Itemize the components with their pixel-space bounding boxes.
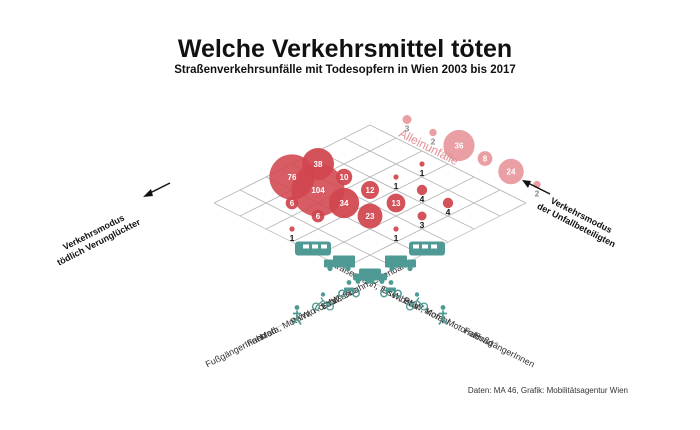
bubble-mark	[419, 161, 425, 167]
bubble-value-label: 38	[314, 160, 323, 169]
single-accident-value-label: 2	[431, 137, 436, 147]
right-axis-title: Verkehrsmodus der Unfallbeteiligten	[536, 196, 618, 250]
single-accident-value-label: 2	[535, 189, 540, 199]
bubble-value-label: 3	[420, 220, 425, 230]
single-accident-bubble	[498, 158, 524, 185]
bubble-value-label: 1	[290, 233, 295, 243]
bubble-value-label: 34	[340, 199, 349, 208]
chart-title: Welche Verkehrsmittel töten	[178, 35, 512, 63]
single-accident-value-label: 24	[507, 168, 516, 177]
left-arrow-icon	[143, 182, 171, 197]
source-note: Daten: MA 46, Grafik: Mobilitätsagentur …	[468, 386, 628, 395]
victim-mode-label: FußgängerInnen	[204, 330, 268, 369]
single-accident-value-label: 8	[483, 155, 488, 164]
bubble-mark	[417, 211, 427, 221]
grid	[213, 124, 527, 345]
bubble-value-label: 6	[290, 199, 295, 208]
bubble-value-label: 104	[311, 186, 325, 195]
single-accident-value-label: 3	[405, 124, 410, 134]
bubble-value-label: 1	[394, 233, 399, 243]
bubble-mark	[289, 226, 295, 232]
mode-icons	[292, 241, 448, 325]
bubble-mark	[386, 193, 406, 213]
single-accident-bubble	[402, 114, 412, 125]
bubble-value-label: 1	[420, 168, 425, 178]
guide-line-row	[242, 274, 384, 345]
truck-icon	[324, 255, 355, 272]
bubble-value-label: 4	[420, 194, 425, 204]
tram-icon	[295, 241, 331, 256]
involved-mode-label: FußgängerInnen	[472, 330, 536, 369]
bubble-value-label: 4	[446, 207, 451, 217]
car-icon	[353, 268, 377, 284]
pedestrian-icon	[438, 305, 448, 325]
bubble-mark	[285, 196, 299, 210]
bubble-mark	[393, 226, 399, 232]
motorcycle-icon	[338, 280, 360, 298]
single-accident-bubble	[429, 128, 437, 137]
bubble-mark	[393, 174, 399, 180]
bubble-mark	[328, 187, 360, 219]
truck-icon	[385, 255, 416, 272]
bicycle-icon	[311, 292, 335, 311]
bubble-value-label: 1	[394, 181, 399, 191]
single-accident-bubble	[477, 151, 493, 166]
bubble-mark	[311, 209, 325, 223]
bubble-value-label: 13	[392, 199, 401, 208]
single-accident-value-label: 36	[455, 142, 464, 151]
bubble-value-label: 23	[366, 212, 375, 221]
chart-subtitle: Straßenverkehrsunfälle mit Todesopfern i…	[174, 64, 516, 76]
bubble-value-label: 10	[340, 173, 349, 182]
tram-icon	[409, 241, 445, 256]
bubbles	[269, 114, 541, 232]
grid-line-col	[343, 189, 501, 269]
bubble-mark	[360, 180, 380, 200]
single-accident-bubble	[443, 129, 475, 162]
bubble-mark	[416, 184, 428, 196]
right-arrow-icon	[522, 180, 551, 195]
bubble-mark	[442, 197, 454, 209]
bubble-value-label: 76	[288, 173, 297, 182]
bicycle-icon	[405, 292, 429, 311]
left-axis-title: Verkehrsmodus tödlich Verunglückter	[55, 213, 142, 268]
bubble-value-label: 12	[366, 186, 375, 195]
pedestrian-icon	[292, 305, 302, 325]
guide-line-col	[356, 274, 498, 345]
bubble-value-label: 6	[316, 212, 321, 221]
motorcycle-icon	[380, 280, 402, 298]
bubble-mark	[357, 203, 383, 229]
